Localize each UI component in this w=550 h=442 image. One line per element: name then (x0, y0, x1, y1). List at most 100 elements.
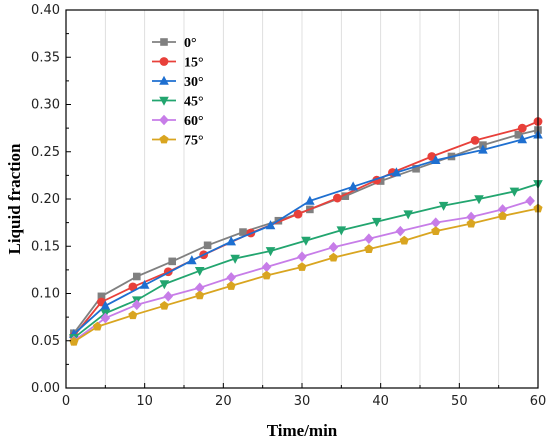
data-point (399, 235, 409, 245)
x-tick-label: 20 (215, 394, 232, 409)
data-point (160, 38, 168, 46)
data-point (395, 225, 406, 237)
y-tick-label: 0.20 (31, 192, 60, 207)
data-point (100, 312, 111, 324)
data-point (412, 164, 420, 173)
data-point (239, 228, 247, 236)
series-triangle-up (69, 129, 543, 338)
data-point (159, 75, 169, 85)
data-point (194, 267, 205, 277)
data-point (391, 167, 402, 177)
data-point (293, 209, 303, 219)
data-point (195, 290, 205, 300)
y-tick-label: 0.40 (31, 3, 60, 18)
legend-label: 75° (184, 134, 204, 149)
data-point (262, 270, 272, 280)
x-tick-label: 60 (530, 394, 547, 409)
data-point (525, 195, 535, 207)
data-point (348, 181, 358, 191)
data-point (364, 233, 374, 244)
y-axis-title: Liquid fraction (5, 143, 24, 255)
data-point (438, 201, 449, 211)
y-tick-label: 0.15 (31, 239, 60, 254)
data-point (297, 262, 307, 271)
data-point (305, 195, 315, 205)
data-point (226, 272, 236, 283)
data-point (132, 299, 142, 311)
data-point (159, 300, 169, 310)
data-point (431, 226, 441, 236)
legend-item: 45° (152, 95, 204, 110)
data-point (478, 144, 488, 154)
y-tick-label: 0.10 (31, 287, 60, 302)
data-point (470, 136, 480, 145)
data-point (92, 321, 103, 331)
data-point (430, 217, 441, 228)
data-point (341, 192, 350, 200)
series-pentagon (69, 203, 543, 346)
y-tick-label: 0.30 (31, 98, 60, 113)
legend-label: 45° (184, 95, 204, 110)
data-point (509, 187, 520, 197)
legend-item: 0° (152, 36, 197, 51)
data-point (333, 193, 342, 203)
data-point (133, 272, 141, 281)
data-point (194, 282, 205, 294)
legend-label: 0° (184, 36, 197, 51)
y-tick-label: 0.00 (31, 381, 60, 396)
series-circle (69, 117, 543, 341)
series-line (73, 133, 539, 335)
legend-item: 30° (152, 75, 204, 90)
legend-item: 75° (152, 134, 204, 149)
data-point (498, 211, 508, 220)
y-tick-label: 0.05 (31, 334, 60, 349)
data-point (203, 241, 212, 250)
legend-label: 15° (184, 56, 204, 71)
legend: 0° 15° 30° 45° 60° 75° (152, 36, 204, 149)
series-line (73, 120, 539, 337)
data-point (159, 134, 169, 144)
x-axis-title: Time/min (267, 421, 338, 440)
data-point (187, 255, 197, 265)
data-point (163, 291, 174, 302)
data-point (159, 280, 170, 290)
data-point (168, 257, 176, 266)
series-group (69, 117, 543, 347)
series-line (73, 207, 539, 343)
data-point (226, 236, 236, 246)
grid-lines (104, 10, 500, 388)
data-point (159, 114, 169, 126)
data-point (265, 247, 276, 257)
data-point (430, 154, 441, 165)
legend-item: 60° (152, 114, 204, 129)
legend-label: 30° (184, 75, 204, 90)
data-point (100, 300, 111, 310)
data-point (466, 218, 476, 228)
x-tick-label: 50 (451, 394, 468, 409)
data-point (159, 57, 169, 66)
data-point (497, 204, 508, 215)
axes: 0 10 20 30 40 50 60 0.00 0.05 0.10 0.15 0.20 0.25 0.3… (31, 3, 546, 409)
data-point (261, 261, 272, 273)
data-point (371, 217, 382, 227)
y-tick-label: 0.25 (31, 145, 60, 160)
data-point (69, 336, 79, 346)
series-line (73, 183, 539, 339)
data-point (336, 226, 347, 236)
legend-item: 15° (152, 56, 204, 71)
data-point (139, 279, 150, 289)
data-point (226, 281, 236, 290)
data-point (301, 236, 311, 246)
y-tick-label: 0.35 (31, 50, 60, 65)
x-tick-label: 0 (62, 394, 70, 409)
data-point (517, 134, 528, 144)
data-point (230, 254, 240, 264)
data-point (128, 310, 138, 320)
data-point (328, 241, 339, 253)
x-tick-label: 10 (136, 394, 153, 409)
data-point (514, 130, 523, 139)
legend-label: 60° (184, 114, 204, 129)
data-point (328, 252, 339, 262)
data-point (265, 220, 276, 230)
